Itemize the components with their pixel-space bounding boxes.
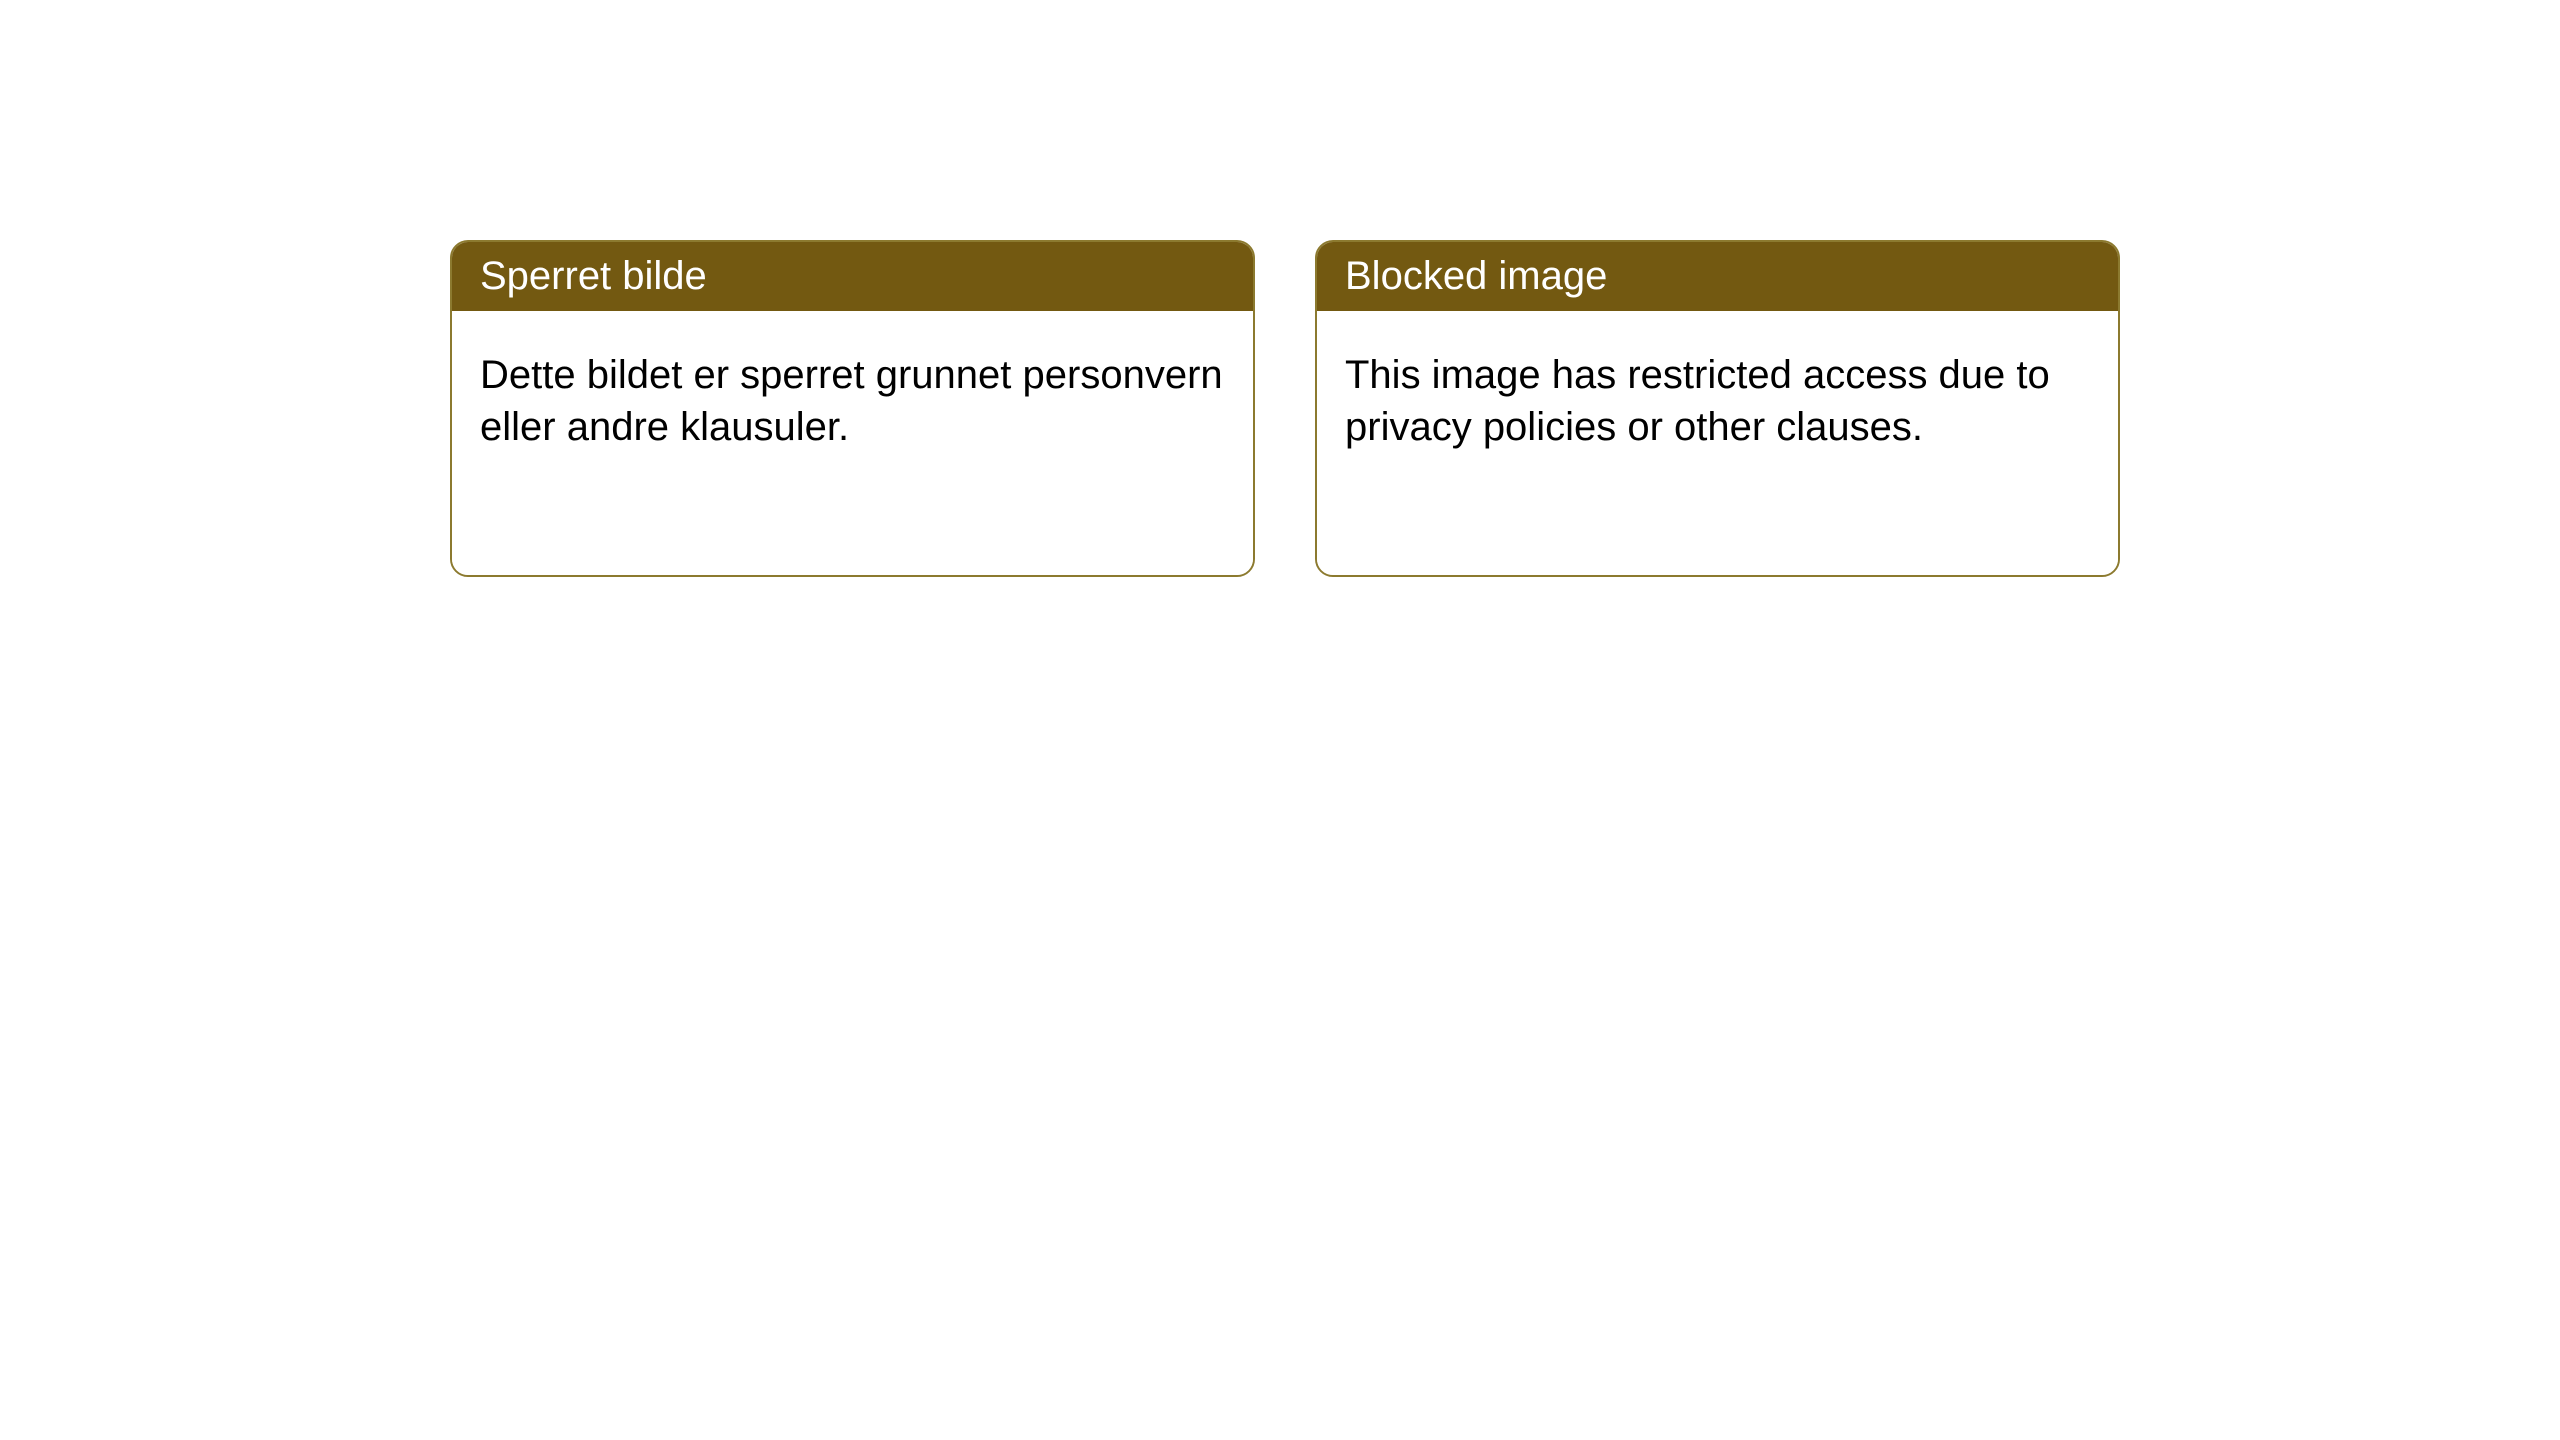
card-title-no: Sperret bilde xyxy=(480,254,707,298)
card-body-no: Dette bildet er sperret grunnet personve… xyxy=(452,311,1253,575)
card-header-en: Blocked image xyxy=(1317,242,2118,311)
card-body-en: This image has restricted access due to … xyxy=(1317,311,2118,575)
notice-card-no: Sperret bilde Dette bildet er sperret gr… xyxy=(450,240,1255,577)
card-text-en: This image has restricted access due to … xyxy=(1345,353,2050,449)
notice-card-en: Blocked image This image has restricted … xyxy=(1315,240,2120,577)
notice-container: Sperret bilde Dette bildet er sperret gr… xyxy=(450,240,2120,577)
card-text-no: Dette bildet er sperret grunnet personve… xyxy=(480,353,1223,449)
card-header-no: Sperret bilde xyxy=(452,242,1253,311)
card-title-en: Blocked image xyxy=(1345,254,1607,298)
